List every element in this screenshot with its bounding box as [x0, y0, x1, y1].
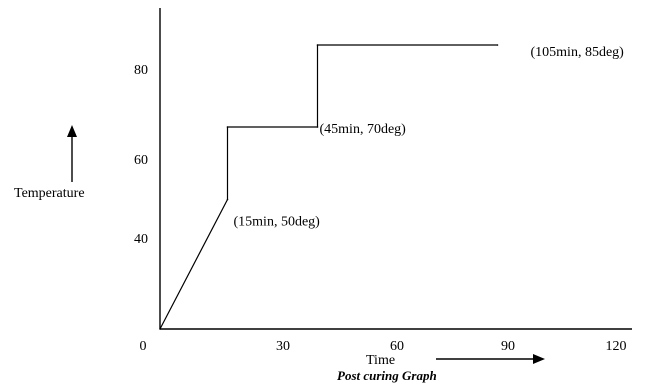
y-tick-label: 80	[134, 63, 148, 78]
data-point	[226, 126, 229, 128]
x-axis-label: Time	[366, 353, 395, 368]
y-tick-label: 40	[134, 232, 148, 247]
point-annotation: (15min, 50deg)	[234, 215, 321, 230]
series-lines	[159, 44, 499, 330]
y-tick-labels: 40 60 80	[134, 63, 148, 247]
x-tick-label: 90	[501, 339, 515, 354]
x-tick-label: 30	[276, 339, 290, 354]
point-annotation: (105min, 85deg)	[531, 45, 625, 60]
data-point	[496, 44, 499, 46]
x-tick-label: 0	[140, 339, 147, 354]
y-tick-label: 60	[134, 153, 148, 168]
temperature-series-line	[159, 44, 498, 330]
right-arrow-icon	[533, 354, 545, 364]
data-point	[159, 328, 161, 330]
up-arrow-icon	[67, 125, 77, 137]
x-tick-label: 120	[606, 339, 627, 354]
annotations: (15min, 50deg) (45min, 70deg) (105min, 85d…	[234, 45, 625, 230]
data-point	[316, 44, 319, 46]
y-axis-label: Temperature	[14, 186, 85, 201]
x-tick-labels: 0 30 60 90 120	[140, 339, 627, 354]
x-tick-label: 60	[390, 339, 404, 354]
data-point	[226, 198, 229, 201]
data-point	[316, 126, 319, 128]
point-annotation: (45min, 70deg)	[320, 122, 407, 137]
chart-caption: Post curing Graph	[337, 368, 437, 383]
